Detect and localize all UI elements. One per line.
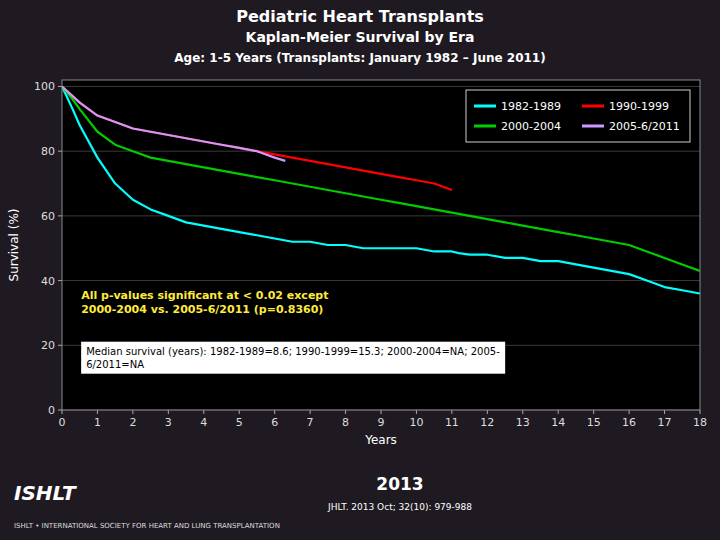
x-tick-label: 8 <box>342 416 349 429</box>
x-tick-label: 12 <box>480 416 494 429</box>
x-tick <box>629 410 630 414</box>
x-tick-label: 17 <box>658 416 672 429</box>
median-note-box <box>81 342 505 374</box>
grid-line <box>62 280 700 281</box>
x-tick <box>203 410 204 414</box>
x-tick-label: 16 <box>622 416 636 429</box>
x-tick-label: 7 <box>307 416 314 429</box>
x-tick-label: 6 <box>271 416 278 429</box>
legend-label: 2000-2004 <box>501 120 561 133</box>
plot-area <box>62 80 700 410</box>
legend-label: 1982-1989 <box>501 100 561 113</box>
y-tick <box>58 345 62 346</box>
y-tick-label: 20 <box>41 339 55 352</box>
legend-swatch <box>582 125 604 128</box>
legend-box <box>466 90 690 142</box>
annotation: All p-values significant at < 0.02 excep… <box>81 289 328 316</box>
x-tick-label: 14 <box>551 416 565 429</box>
x-tick <box>522 410 523 414</box>
y-tick <box>58 410 62 411</box>
page: Pediatric Heart Transplants html, body {… <box>0 0 720 540</box>
x-tick-label: 13 <box>516 416 530 429</box>
x-tick <box>381 410 382 414</box>
y-axis-label: Survival (%) <box>7 209 21 282</box>
y-tick <box>58 151 62 152</box>
text-line: All p-values significant at < 0.02 excep… <box>81 289 328 302</box>
series-line <box>62 86 700 293</box>
x-axis-label: Years <box>364 433 397 447</box>
grid-line <box>62 86 700 87</box>
x-tick-label: 0 <box>59 416 66 429</box>
title: Pediatric Heart Transplants <box>236 7 484 26</box>
page-body: {"chart_data": { "type": "line", "title"… <box>0 0 720 540</box>
x-tick <box>62 410 63 414</box>
x-tick <box>664 410 665 414</box>
x-tick <box>416 410 417 414</box>
footer-year: 2013 <box>376 474 423 494</box>
x-tick-label: 2 <box>129 416 136 429</box>
x-tick-label: 18 <box>693 416 707 429</box>
x-tick-label: 15 <box>587 416 601 429</box>
y-tick-label: 80 <box>41 145 55 158</box>
axes: 0204060801000123456789101112131415161718 <box>34 80 707 429</box>
y-tick-label: 60 <box>41 210 55 223</box>
footer-journal: JHLT. 2013 Oct; 32(10): 979-988 <box>327 502 472 512</box>
annotation: Median survival (years): 1982-1989=8.6; … <box>86 346 500 370</box>
series-group <box>62 86 700 293</box>
y-tick-label: 0 <box>48 404 55 417</box>
y-tick <box>58 215 62 216</box>
plot-frame <box>62 80 700 410</box>
x-tick <box>132 410 133 414</box>
x-tick <box>593 410 594 414</box>
grid <box>62 86 700 410</box>
y-tick <box>58 86 62 87</box>
median-note: Median survival (years): 1982-1989=8.6; … <box>81 342 505 374</box>
x-tick <box>97 410 98 414</box>
x-tick <box>451 410 452 414</box>
x-tick <box>310 410 311 414</box>
x-tick-label: 9 <box>378 416 385 429</box>
legend: 1982-1989 1990-1999 2000-2004 2005-6/2011 <box>466 90 690 142</box>
x-tick-label: 11 <box>445 416 459 429</box>
x-tick-label: 10 <box>409 416 423 429</box>
x-tick <box>700 410 701 414</box>
footer-logo: ISHLT <box>14 481 77 505</box>
chart: Pediatric Heart Transplants Kaplan-Meier … <box>0 0 720 540</box>
grid-line <box>62 151 700 152</box>
x-tick <box>239 410 240 414</box>
legend-swatch <box>582 105 604 108</box>
legend-label: 1990-1999 <box>609 100 669 113</box>
x-tick <box>345 410 346 414</box>
series-line <box>62 86 285 160</box>
title-detail: Age: 1-5 Years (Transplants: January 198… <box>174 51 545 65</box>
x-tick <box>274 410 275 414</box>
x-tick-label: 4 <box>200 416 207 429</box>
text-line: 6/2011=NA <box>86 359 144 370</box>
x-tick-label: 1 <box>94 416 101 429</box>
footer-society: ISHLT • INTERNATIONAL SOCIETY FOR HEART … <box>14 522 280 530</box>
y-tick-label: 100 <box>34 80 55 93</box>
y-tick-label: 40 <box>41 275 55 288</box>
text-line: 2000-2004 vs. 2005-6/2011 (p=0.8360) <box>81 303 323 316</box>
subtitle: Kaplan-Meier Survival by Era <box>246 29 475 45</box>
x-tick-label: 3 <box>165 416 172 429</box>
x-tick <box>168 410 169 414</box>
text-line: Median survival (years): 1982-1989=8.6; … <box>86 346 500 357</box>
grid-line <box>62 215 700 216</box>
series-line <box>62 86 700 270</box>
legend-label: 2005-6/2011 <box>609 120 680 133</box>
x-tick <box>558 410 559 414</box>
legend-swatch <box>474 105 496 108</box>
legend-swatch <box>474 125 496 128</box>
series-line <box>62 86 452 190</box>
y-tick <box>58 280 62 281</box>
x-tick <box>487 410 488 414</box>
x-tick-label: 5 <box>236 416 243 429</box>
